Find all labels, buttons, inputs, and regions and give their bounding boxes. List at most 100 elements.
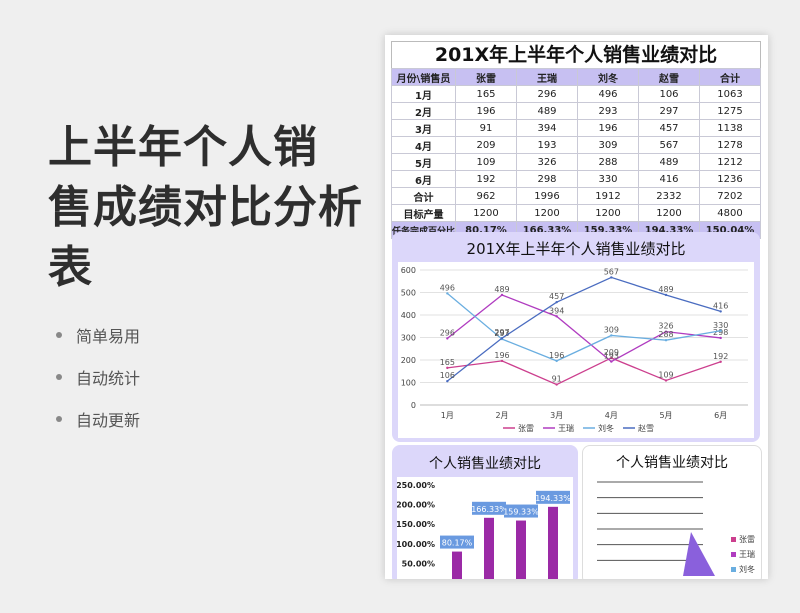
data-label: 298 bbox=[713, 328, 728, 337]
table-cell[interactable]: 1236 bbox=[699, 170, 761, 188]
y-tick-label: 100.00% bbox=[397, 540, 435, 549]
data-point bbox=[719, 310, 722, 313]
table-cell[interactable]: 目标产量 bbox=[391, 204, 456, 222]
data-point bbox=[555, 315, 558, 318]
table-cell[interactable]: 2332 bbox=[638, 187, 700, 205]
table-cell[interactable]: 309 bbox=[577, 136, 639, 154]
table-cell[interactable]: 1200 bbox=[516, 204, 578, 222]
table-cell[interactable]: 394 bbox=[516, 119, 578, 137]
data-label: 196 bbox=[494, 351, 509, 360]
table-cell[interactable]: 489 bbox=[516, 102, 578, 120]
table-cell[interactable]: 109 bbox=[455, 153, 517, 171]
table-header-row: 月份\销售员 张雷 王瑞 刘冬 赵雪 合计 bbox=[391, 68, 761, 86]
table-row: 5月 109 326 288 489 1212 bbox=[391, 153, 761, 171]
table-cell[interactable]: 4月 bbox=[391, 136, 456, 154]
bar-chart-title: 个人销售业绩对比 bbox=[429, 456, 541, 472]
table-cell[interactable]: 2月 bbox=[391, 102, 456, 120]
bar-chart-panel: 个人销售业绩对比 0.00%50.00%100.00%150.00%200.00… bbox=[392, 445, 578, 579]
area-shape bbox=[683, 532, 715, 576]
table-cell[interactable]: 416 bbox=[638, 170, 700, 188]
table-cell[interactable]: 合计 bbox=[391, 187, 456, 205]
table-cell[interactable]: 1200 bbox=[577, 204, 639, 222]
table-cell[interactable]: 6月 bbox=[391, 170, 456, 188]
table-cell[interactable]: 196 bbox=[577, 119, 639, 137]
table-cell[interactable]: 1996 bbox=[516, 187, 578, 205]
line-chart: 0 100 200 300 400 500 600 1月 2月 3月 4月 5月 6月 165 196 91 2… bbox=[401, 266, 748, 433]
data-point bbox=[719, 329, 722, 332]
data-point bbox=[719, 336, 722, 340]
bar bbox=[548, 506, 558, 579]
table-header-cell: 张雷 bbox=[455, 68, 517, 86]
legend-swatch bbox=[731, 552, 736, 557]
legend-label: 刘冬 bbox=[598, 423, 614, 433]
table-header-cell: 合计 bbox=[699, 68, 761, 86]
table-cell[interactable]: 5月 bbox=[391, 153, 456, 171]
data-point bbox=[610, 276, 613, 279]
table-cell[interactable]: 962 bbox=[455, 187, 517, 205]
data-label: 496 bbox=[440, 283, 455, 292]
y-tick-label: 200 bbox=[401, 356, 416, 365]
table-cell[interactable]: 1月 bbox=[391, 85, 456, 103]
line-chart-panel: 201X年上半年个人销售业绩对比 0 100 200 300 400 500 600 1月 2月… bbox=[392, 232, 760, 442]
table-cell[interactable]: 1200 bbox=[638, 204, 700, 222]
bullet-icon bbox=[56, 416, 62, 422]
line-chart-plot-bg: 0 100 200 300 400 500 600 1月 2月 3月 4月 5月 6月 165 196 91 2… bbox=[398, 262, 754, 438]
y-tick-label: 0 bbox=[411, 401, 416, 410]
table-cell[interactable]: 193 bbox=[516, 136, 578, 154]
table-cell[interactable]: 106 bbox=[638, 85, 700, 103]
table-cell[interactable]: 496 bbox=[577, 85, 639, 103]
table-cell[interactable]: 297 bbox=[638, 102, 700, 120]
data-label: 196 bbox=[549, 351, 564, 360]
table-cell[interactable]: 4800 bbox=[699, 204, 761, 222]
table-cell[interactable]: 209 bbox=[455, 136, 517, 154]
bar bbox=[452, 551, 462, 579]
series-line-王瑞 bbox=[446, 294, 721, 363]
data-point bbox=[664, 339, 668, 342]
table-row: 目标产量 1200 1200 1200 1200 4800 bbox=[391, 204, 761, 222]
feature-label: 简单易用 bbox=[76, 327, 141, 346]
table-cell[interactable]: 196 bbox=[455, 102, 517, 120]
y-tick-label: 150.00% bbox=[397, 520, 435, 529]
x-tick-label: 5月 bbox=[659, 411, 672, 420]
data-point bbox=[610, 356, 613, 360]
table-cell[interactable]: 296 bbox=[516, 85, 578, 103]
table-cell[interactable]: 1063 bbox=[699, 85, 761, 103]
x-tick-label: 1月 bbox=[441, 411, 454, 420]
data-label: 489 bbox=[494, 285, 509, 294]
data-point bbox=[555, 300, 558, 304]
table-cell[interactable]: 1200 bbox=[455, 204, 517, 222]
table-cell[interactable]: 293 bbox=[577, 102, 639, 120]
table-cell[interactable]: 567 bbox=[638, 136, 700, 154]
x-tick-label: 4月 bbox=[605, 411, 618, 420]
data-point bbox=[610, 334, 613, 337]
table-cell[interactable]: 1212 bbox=[699, 153, 761, 171]
series-line-赵雪 bbox=[446, 276, 721, 382]
table-cell[interactable]: 288 bbox=[577, 153, 639, 171]
table-cell[interactable]: 192 bbox=[455, 170, 517, 188]
table-cell[interactable]: 1138 bbox=[699, 119, 761, 137]
table-cell[interactable]: 326 bbox=[516, 153, 578, 171]
table-cell[interactable]: 1278 bbox=[699, 136, 761, 154]
table-cell[interactable]: 1912 bbox=[577, 187, 639, 205]
table-cell[interactable]: 489 bbox=[638, 153, 700, 171]
table-cell[interactable]: 165 bbox=[455, 85, 517, 103]
table-cell[interactable]: 1275 bbox=[699, 102, 761, 120]
table-cell[interactable]: 330 bbox=[577, 170, 639, 188]
table-cell[interactable]: 91 bbox=[455, 119, 517, 137]
table-cell[interactable]: 7202 bbox=[699, 187, 761, 205]
data-point bbox=[446, 292, 449, 295]
data-point bbox=[610, 360, 613, 363]
table-cell[interactable]: 298 bbox=[516, 170, 578, 188]
data-label: 91 bbox=[552, 375, 562, 384]
data-point bbox=[446, 379, 449, 383]
table-cell[interactable]: 457 bbox=[638, 119, 700, 137]
table-row: 3月 91 394 196 457 1138 bbox=[391, 119, 761, 137]
bullet-icon bbox=[56, 374, 62, 380]
data-label-box bbox=[440, 535, 474, 549]
table-row: 2月 196 489 293 297 1275 bbox=[391, 102, 761, 120]
data-point bbox=[719, 360, 722, 363]
feature-list: 简单易用 自动统计 自动更新 bbox=[56, 314, 140, 440]
table-cell[interactable]: 3月 bbox=[391, 119, 456, 137]
